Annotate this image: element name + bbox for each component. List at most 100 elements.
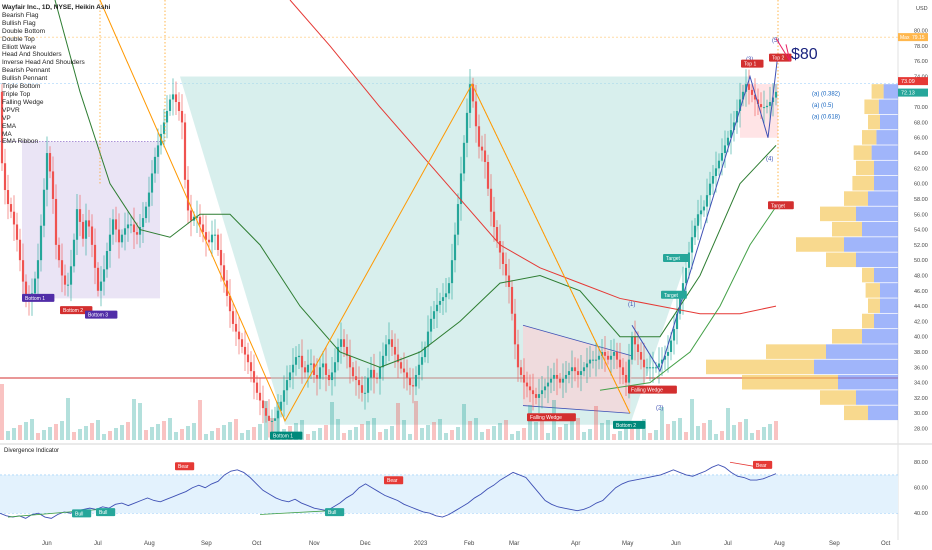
candle-body <box>414 374 418 387</box>
pattern-label-text: Bottom 2 <box>63 308 83 314</box>
candle-body <box>543 386 547 391</box>
indicator-item[interactable]: VPVR <box>2 106 20 114</box>
volume-bar <box>738 422 742 440</box>
candle-body <box>201 224 205 233</box>
candle-body <box>108 234 112 251</box>
indicator-item[interactable]: Head And Shoulders <box>2 51 62 59</box>
candle-body <box>546 382 550 387</box>
volume-profile-bar <box>876 130 898 145</box>
volume-bar <box>96 420 100 440</box>
volume-bar <box>252 427 256 440</box>
volume-bar <box>498 423 502 440</box>
indicator-item[interactable]: Triple Bottom <box>2 83 41 91</box>
indicator-item[interactable]: EMA <box>2 122 17 130</box>
volume-bar <box>240 433 244 440</box>
pattern-label-bg <box>628 385 677 394</box>
volume-bar <box>198 400 202 440</box>
indicator-item[interactable]: Inverse Head And Shoulders <box>2 59 85 67</box>
indicator-item[interactable]: VP <box>2 114 11 122</box>
candle-body <box>603 352 607 356</box>
volume-bar <box>396 403 400 440</box>
price-tick-label: 48.00 <box>914 273 928 279</box>
candle-body <box>42 189 46 226</box>
volume-bar <box>672 421 676 440</box>
candle-body <box>366 377 370 393</box>
pattern-label: Top 2 <box>769 53 792 62</box>
x-tick-label: Aug <box>774 541 785 547</box>
candle-body <box>249 362 253 372</box>
last-price-tag: 72.13 <box>901 91 915 97</box>
pattern-label-text: Bottom 1 <box>25 296 45 302</box>
pattern-label-text: Bottom 3 <box>88 313 108 319</box>
pattern-label: Bottom 2 <box>60 306 93 315</box>
candle-body <box>288 372 292 381</box>
x-tick-label: Oct <box>881 541 891 547</box>
price-tick-label: 62.00 <box>914 166 928 172</box>
candle-body <box>471 84 475 102</box>
indicator-item[interactable]: Bullish Flag <box>2 19 36 27</box>
candle-body <box>153 156 157 174</box>
candle-body <box>78 209 82 222</box>
volume-bar <box>0 384 4 440</box>
candle-body <box>690 237 694 253</box>
volume-bar <box>474 418 478 440</box>
oscillator-signal-label-bg <box>72 509 92 518</box>
x-tick-label: Aug <box>144 541 155 547</box>
pattern-label-text: Target <box>771 203 786 209</box>
candle-body <box>240 339 244 347</box>
volume-bar <box>456 427 460 440</box>
candle-body <box>732 122 736 131</box>
indicator-item[interactable]: Bullish Pennant <box>2 75 48 83</box>
pattern-label-bg <box>663 254 689 263</box>
indicator-item[interactable]: Bearish Pennant <box>2 67 51 75</box>
candle-body <box>561 378 565 383</box>
volume-bar <box>354 427 358 440</box>
volume-bar <box>744 419 748 440</box>
indicator-item[interactable]: Triple Top <box>2 90 31 98</box>
fib-target-label: (a) (0.382) <box>812 92 840 98</box>
indicator-item[interactable]: EMA Ribbon <box>2 138 39 146</box>
oscillator-signal-label-text: Bear <box>178 464 189 470</box>
volume-bar <box>360 424 364 440</box>
volume-bar <box>306 434 310 440</box>
oscillator-signal-label-text: Bull <box>99 510 107 516</box>
candle-body <box>555 374 559 379</box>
x-tick-label: Dec <box>360 541 371 547</box>
volume-bar <box>204 434 208 440</box>
indicator-item[interactable]: Double Bottom <box>2 27 45 35</box>
volume-bar <box>330 402 334 440</box>
candle-body <box>609 355 613 360</box>
volume-bar <box>72 432 76 440</box>
candle-body <box>111 219 115 235</box>
pattern-label-text: Bottom 2 <box>616 423 636 429</box>
volume-bar <box>84 426 88 440</box>
volume-bar <box>378 432 382 440</box>
volume-profile-bar <box>868 114 880 130</box>
candle-body <box>660 359 664 364</box>
candle-body <box>171 94 175 100</box>
volume-profile-bar <box>874 176 898 191</box>
candle-body <box>717 160 721 169</box>
candle-body <box>54 198 58 245</box>
candle-body <box>534 394 538 398</box>
candle-body <box>33 278 37 294</box>
indicator-item[interactable]: Bearish Flag <box>2 11 39 19</box>
indicator-item[interactable]: MA <box>2 130 12 138</box>
candle-body <box>774 91 778 98</box>
candle-body <box>483 150 487 162</box>
candle-body <box>150 173 154 193</box>
candle-body <box>639 352 643 360</box>
max-price-value: 79.15 <box>912 35 925 41</box>
candle-body <box>321 363 325 368</box>
candle-body <box>99 281 103 291</box>
indicator-item[interactable]: Elliott Wave <box>2 43 37 51</box>
volume-bar <box>708 420 712 440</box>
candle-body <box>576 371 580 375</box>
volume-profile-bar <box>826 252 856 268</box>
indicator-item[interactable]: Double Top <box>2 35 35 43</box>
candle-body <box>330 372 334 381</box>
candle-body <box>636 344 640 352</box>
indicator-item[interactable]: Falling Wedge <box>2 98 44 106</box>
candle-body <box>138 227 142 235</box>
candle-body <box>750 89 754 95</box>
